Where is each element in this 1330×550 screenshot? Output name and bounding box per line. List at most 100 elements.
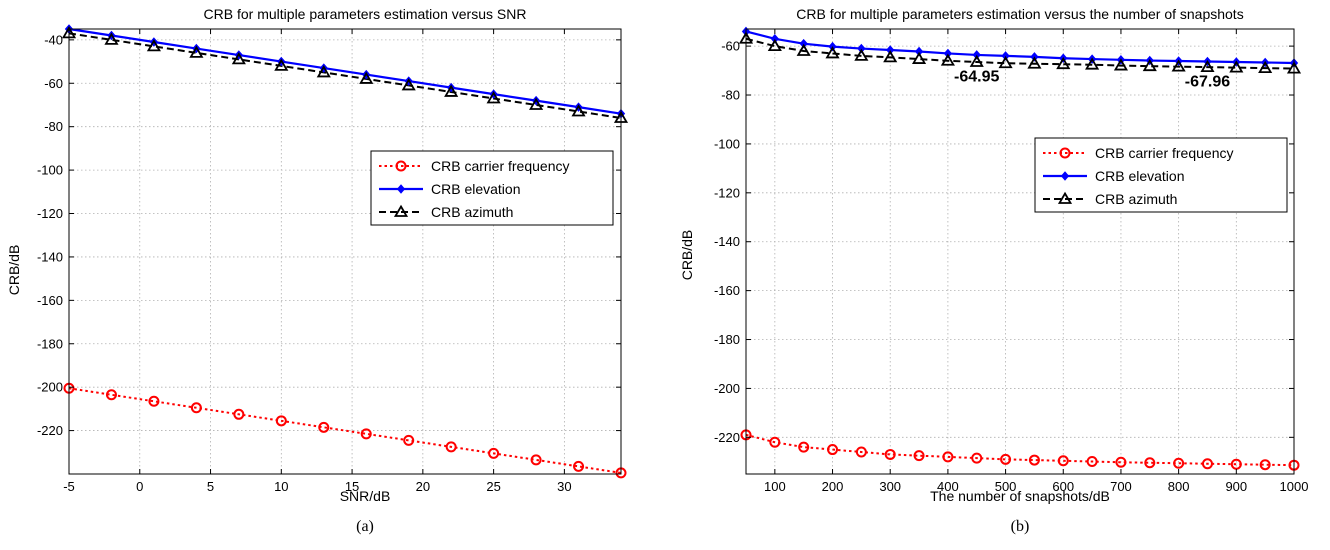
chart-b-point-2-3 xyxy=(825,46,840,59)
chart-b-point-1-7 xyxy=(943,48,953,59)
chart-b-point-2-10 xyxy=(1027,56,1042,69)
chart-b-x-tick-label-7: 800 xyxy=(1168,479,1190,494)
chart-b-x-tick-label-3: 400 xyxy=(937,479,959,494)
chart-a-x-tick-label-5: 20 xyxy=(416,479,430,494)
chart-a-y-axis-label: CRB/dB xyxy=(6,245,22,296)
chart-a-point-0-11 xyxy=(530,454,542,466)
chart-b-point-2-8 xyxy=(969,54,984,67)
chart-b-legend-marker-0 xyxy=(1059,147,1071,159)
chart-b-point-0-13 xyxy=(1115,456,1127,468)
chart-b-plot-area xyxy=(746,29,1294,474)
chart-b-x-tick-label-4: 500 xyxy=(995,479,1017,494)
chart-a-point-2-9 xyxy=(444,84,459,97)
chart-b-point-1-4 xyxy=(857,43,866,54)
chart-a-y-tick-label-1: -60 xyxy=(44,76,63,91)
chart-b-point-2-14 xyxy=(1142,58,1157,72)
chart-a-legend-label-2: CRB azimuth xyxy=(431,204,513,220)
chart-b-y-tick-label-8: -220 xyxy=(714,430,740,445)
chart-a-y-tick-label-4: -120 xyxy=(37,206,63,221)
chart-b-y-tick-label-7: -200 xyxy=(714,381,740,396)
chart-a-point-2-11 xyxy=(529,97,544,110)
chart-a-axes-box xyxy=(68,28,622,475)
chart-b-point-2-11 xyxy=(1056,56,1071,70)
chart-a-x-tick-label-1: 0 xyxy=(136,479,143,494)
chart-a-point-2-2 xyxy=(146,39,161,52)
chart-b-series-line-1 xyxy=(745,30,1295,65)
chart-b-legend-marker-1 xyxy=(1060,171,1070,181)
chart-a-y-tick-label-7: -180 xyxy=(37,336,63,351)
chart-b-point-0-2 xyxy=(798,441,810,453)
chart-a-point-0-6 xyxy=(318,421,330,433)
chart-a-point-2-4 xyxy=(231,52,246,65)
chart-b-point-0-7 xyxy=(942,451,954,463)
chart-a-y-tick-label-6: -160 xyxy=(37,293,63,308)
chart-b-x-tick-label-5: 600 xyxy=(1052,479,1074,494)
chart-a-point-2-5 xyxy=(274,58,289,71)
chart-b-point-2-15 xyxy=(1171,59,1186,72)
chart-b-x-tick-label-8: 900 xyxy=(1225,479,1247,494)
chart-a-point-0-12 xyxy=(573,460,585,472)
chart-a-x-tick-label-3: 10 xyxy=(274,479,288,494)
chart-a-y-tick-label-2: -80 xyxy=(44,119,63,134)
chart-a-plot-area xyxy=(69,29,621,474)
chart-a-point-2-3 xyxy=(189,45,204,58)
chart-b-point-2-7 xyxy=(940,53,955,66)
chart-a-legend-marker-1 xyxy=(396,184,406,194)
chart-b-y-tick-label-1: -80 xyxy=(721,88,740,103)
chart-b-point-2-2 xyxy=(796,43,811,56)
chart-a-x-tick-label-0: -5 xyxy=(63,479,75,494)
chart-a-point-0-10 xyxy=(488,447,500,459)
chart-b-point-2-13 xyxy=(1113,58,1129,71)
chart-b-y-tick-label-3: -120 xyxy=(714,185,740,200)
chart-b-x-tick-label-2: 300 xyxy=(879,479,901,494)
chart-b-point-0-3 xyxy=(827,444,839,456)
chart-a: -5 0 5 10 15 20 25 30 -40 -60 -80 -100 -120 -140 -160 -… xyxy=(37,24,629,494)
chart-a-point-0-3 xyxy=(190,402,202,414)
chart-b-axes-box xyxy=(745,28,1295,475)
chart-a-point-2-7 xyxy=(359,71,374,84)
chart-a-title: CRB for multiple parameters estimation v… xyxy=(204,6,527,22)
chart-b-y-tick-label-4: -140 xyxy=(714,234,740,249)
chart-b-point-0-9 xyxy=(1000,453,1012,465)
chart-b-point-2-18 xyxy=(1258,60,1273,74)
chart-a-point-2-8 xyxy=(401,78,416,91)
chart-b-x-tick-label-0: 100 xyxy=(764,479,786,494)
chart-b-y-tick-label-6: -180 xyxy=(714,332,740,347)
chart-b-point-2-16 xyxy=(1200,59,1215,73)
chart-b-x-axis-label: The number of snapshots/dB xyxy=(930,488,1110,504)
chart-a-caption: (a) xyxy=(356,518,374,535)
chart-b-point-0-12 xyxy=(1086,456,1098,468)
chart-b: 100 200 300 400 500 600 700 800 900 1000 -60 -80 -10… xyxy=(714,26,1309,494)
chart-b-point-0-17 xyxy=(1230,458,1242,470)
chart-a-point-0-7 xyxy=(360,428,372,440)
chart-b-legend-marker-2 xyxy=(1057,191,1073,204)
chart-b-y-tick-label-0: -60 xyxy=(721,39,740,54)
chart-b-legend-label-0: CRB carrier frequency xyxy=(1095,145,1234,161)
chart-b-point-0-11 xyxy=(1057,455,1069,467)
chart-a-point-2-1 xyxy=(104,32,119,45)
chart-b-caption: (b) xyxy=(1011,518,1030,535)
chart-a-y-tick-label-8: -200 xyxy=(37,380,63,395)
chart-b-point-0-14 xyxy=(1144,457,1156,469)
chart-a-point-0-1 xyxy=(105,389,117,401)
chart-b-point-2-5 xyxy=(883,50,898,63)
chart-b-x-tick-label-9: 1000 xyxy=(1280,479,1309,494)
chart-a-legend-marker-0 xyxy=(395,160,407,172)
chart-b-y-tick-label-2: -100 xyxy=(714,136,740,151)
chart-b-annotation-0: -64.95 xyxy=(954,68,999,85)
chart-b-point-0-10 xyxy=(1028,454,1040,466)
chart-b-point-2-1 xyxy=(767,38,782,52)
chart-a-point-0-4 xyxy=(233,408,245,420)
chart-b-point-1-1 xyxy=(770,34,780,44)
chart-a-y-tick-label-3: -100 xyxy=(37,163,63,178)
chart-a-legend-label-1: CRB elevation xyxy=(431,181,521,197)
chart-b-point-0-16 xyxy=(1201,458,1213,470)
chart-b-point-0-1 xyxy=(769,436,781,448)
chart-b-point-1-2 xyxy=(799,38,808,49)
chart-b-y-axis-label: CRB/dB xyxy=(679,230,695,281)
chart-a-y-tick-label-5: -140 xyxy=(37,249,63,264)
chart-a-y-tick-label-0: -40 xyxy=(44,32,63,47)
chart-b-point-0-5 xyxy=(884,448,896,460)
chart-b-legend-label-1: CRB elevation xyxy=(1095,168,1185,184)
chart-a-point-0-8 xyxy=(403,434,415,446)
